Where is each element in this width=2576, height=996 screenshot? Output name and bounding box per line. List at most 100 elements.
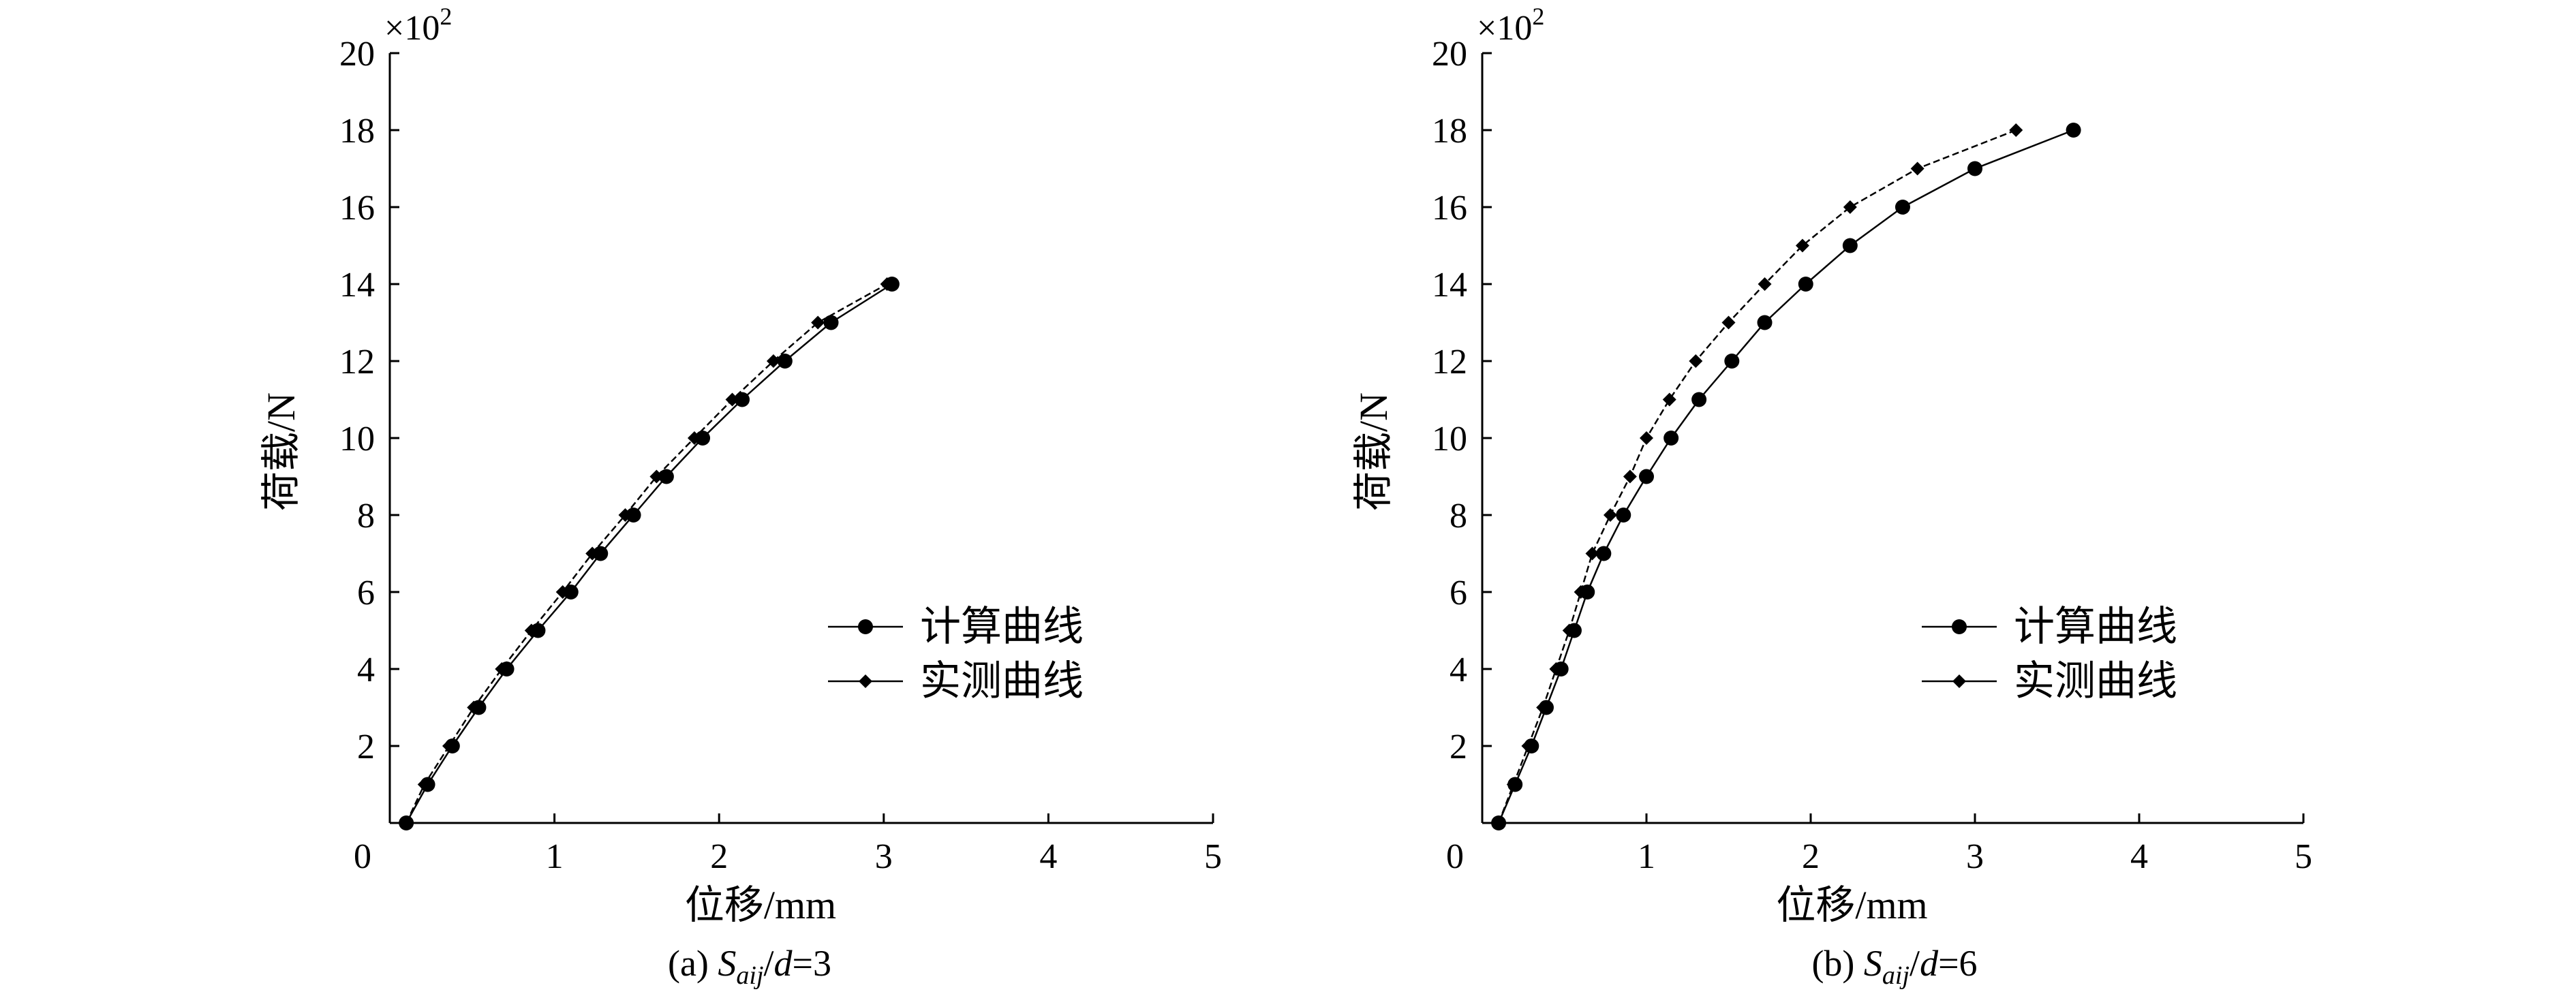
- caption-prefix: (a): [668, 943, 718, 984]
- y-tick-label: 14: [1432, 266, 1467, 305]
- data-point: [1691, 392, 1707, 407]
- data-point: [495, 662, 509, 676]
- y-tick-label: 4: [357, 651, 375, 689]
- panel-caption: (a) Saij/d=3: [668, 943, 831, 990]
- data-point: [626, 508, 641, 523]
- data-point: [2066, 123, 2081, 138]
- y-tick-label: 10: [1432, 420, 1467, 458]
- data-point: [1662, 392, 1676, 407]
- legend-entry: 计算曲线: [1922, 604, 2177, 649]
- caption-var: S: [1864, 943, 1882, 984]
- y-tick-label: 18: [1432, 112, 1467, 151]
- data-point: [1506, 777, 1520, 792]
- y-multiplier: ×102: [384, 3, 452, 48]
- data-point: [1536, 700, 1550, 715]
- data-point: [399, 816, 414, 830]
- y-tick-label: 12: [339, 343, 375, 382]
- legend-label: 计算曲线: [920, 604, 1084, 649]
- data-point: [1724, 354, 1740, 369]
- data-point: [823, 315, 839, 330]
- y-tick-label: 8: [357, 497, 375, 535]
- data-point: [555, 585, 570, 599]
- data-point: [1623, 469, 1637, 484]
- series-measured: [399, 277, 894, 830]
- series-measured: [1492, 123, 2023, 830]
- caption-d: d: [1920, 943, 1939, 984]
- series-calculated: [399, 277, 900, 830]
- x-tick-label: 5: [1204, 837, 1222, 876]
- data-point: [811, 315, 825, 330]
- data-point: [1574, 585, 1588, 599]
- caption-slash: /: [1910, 943, 1920, 984]
- y-tick-label: 20: [339, 35, 375, 74]
- legend-marker: [1952, 619, 1967, 634]
- data-point: [687, 431, 701, 445]
- x-tick-label: 2: [1802, 837, 1820, 876]
- series-calculated: [1491, 123, 2081, 830]
- legend-label: 计算曲线: [2014, 604, 2177, 649]
- data-point: [649, 469, 664, 484]
- legend-marker: [859, 674, 872, 688]
- data-point: [1639, 469, 1654, 484]
- x-tick-label: 0: [1446, 837, 1464, 876]
- data-point: [524, 623, 538, 638]
- y-tick-label: 20: [1432, 35, 1467, 74]
- x-tick-label: 3: [1966, 837, 1984, 876]
- data-point: [1616, 508, 1631, 523]
- data-point: [1603, 508, 1617, 522]
- legend-marker: [1952, 674, 1966, 688]
- series-line: [1497, 129, 2017, 824]
- y-multiplier: ×102: [1477, 3, 1544, 48]
- y-axis-label: 荷载/N: [259, 392, 303, 511]
- data-point: [442, 739, 456, 753]
- y-tick-label: 14: [339, 266, 375, 305]
- data-point: [585, 546, 600, 561]
- y-tick-label: 2: [357, 728, 375, 766]
- data-point: [1596, 546, 1612, 561]
- y-tick-label: 16: [1432, 189, 1467, 228]
- data-point: [1910, 161, 1925, 176]
- data-point: [1663, 431, 1679, 446]
- y-tick-label: 8: [1450, 497, 1467, 535]
- data-point: [1842, 238, 1858, 253]
- y-axis-label: 荷载/N: [1351, 392, 1396, 511]
- data-point: [735, 392, 750, 407]
- caption-rest: =3: [793, 943, 831, 984]
- series-line: [1497, 129, 2074, 824]
- x-axis-label: 位移/mm: [685, 883, 836, 927]
- data-point: [880, 277, 894, 291]
- y-multiplier-exp: 2: [1532, 3, 1544, 30]
- x-tick-label: 4: [2130, 837, 2148, 876]
- data-point: [1967, 161, 1982, 176]
- x-tick-label: 3: [875, 837, 893, 876]
- y-tick-label: 6: [357, 574, 375, 612]
- caption-var: S: [718, 943, 736, 984]
- x-axis-label: 位移/mm: [1776, 883, 1927, 927]
- caption-prefix: (b): [1811, 943, 1863, 984]
- panel-caption: (b) Saij/d=6: [1811, 943, 1977, 990]
- data-point: [563, 585, 579, 600]
- y-tick-label: 6: [1450, 574, 1467, 612]
- y-multiplier-exp: 2: [440, 3, 452, 30]
- series-line: [405, 283, 888, 824]
- legend-marker: [858, 619, 873, 634]
- x-tick-label: 4: [1039, 837, 1057, 876]
- legend-entry: 实测曲线: [1922, 659, 2177, 704]
- data-point: [1795, 238, 1809, 253]
- caption-d: d: [774, 943, 793, 984]
- legend-entry: 计算曲线: [828, 604, 1084, 649]
- y-tick-label: 10: [339, 420, 375, 458]
- x-tick-label: 2: [710, 837, 728, 876]
- x-tick-label: 1: [546, 837, 564, 876]
- legend-label: 实测曲线: [2014, 659, 2177, 704]
- data-point: [777, 354, 793, 369]
- data-point: [695, 431, 711, 446]
- data-point: [1758, 277, 1772, 291]
- data-point: [1521, 739, 1535, 753]
- data-point: [1562, 623, 1576, 638]
- data-point: [1549, 662, 1563, 676]
- y-tick-label: 12: [1432, 343, 1467, 382]
